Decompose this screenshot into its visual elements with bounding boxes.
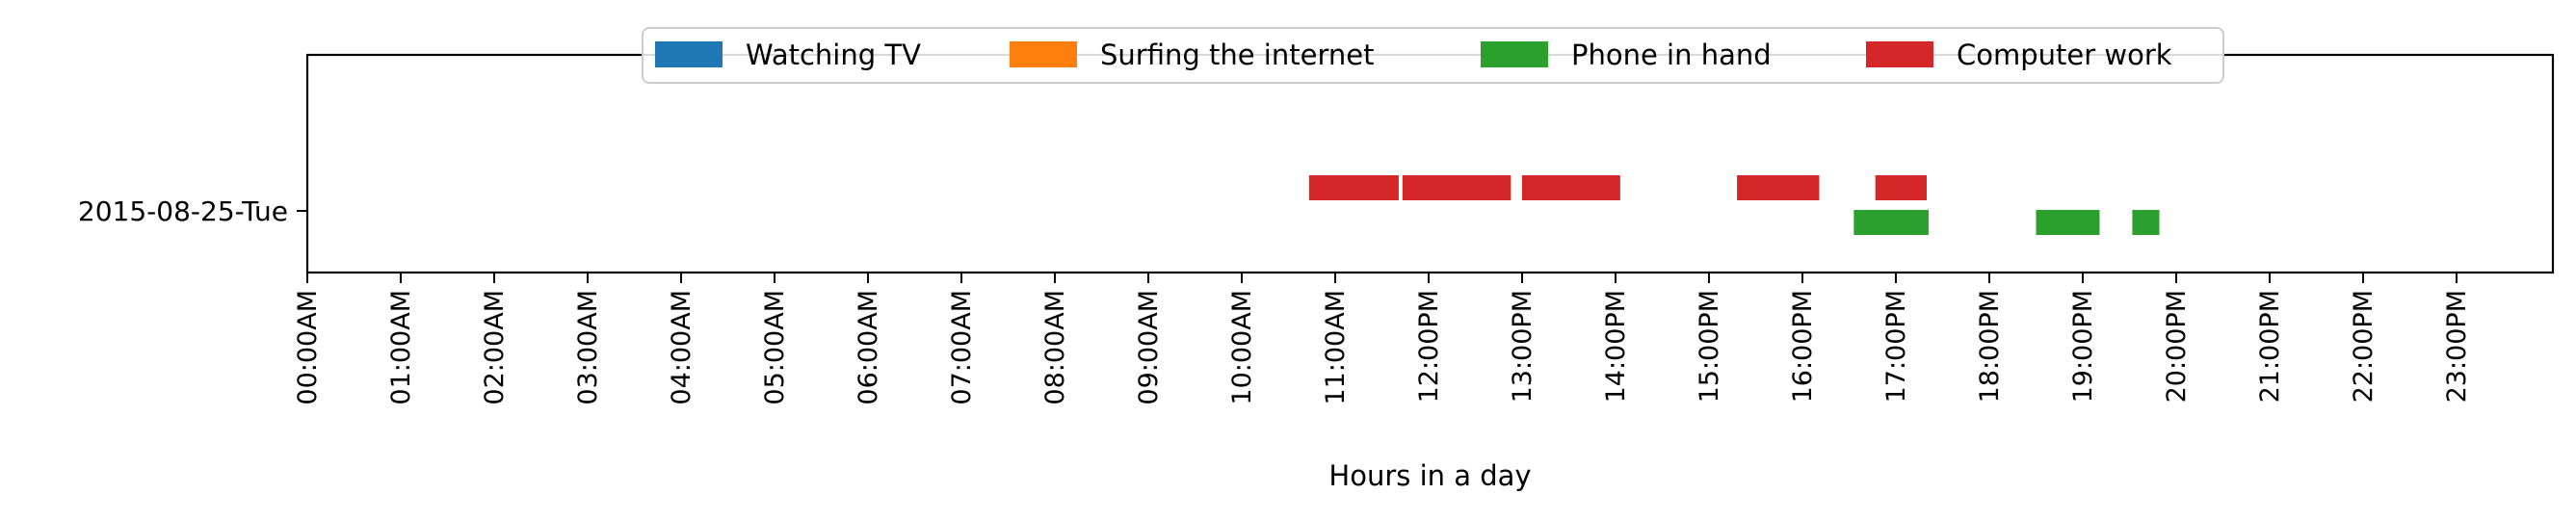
bar-computer-work [1402,175,1511,200]
x-tick-label: 09:00AM [1134,290,1164,405]
bar-computer-work [1308,175,1399,200]
legend-swatch [1481,41,1548,67]
bar-computer-work [1522,175,1620,200]
x-tick-label: 20:00PM [2162,290,2192,403]
bar-computer-work [1737,175,1820,200]
x-tick-label: 11:00AM [1321,290,1351,405]
x-tick-label: 22:00PM [2349,290,2379,403]
legend-swatch [655,41,723,67]
x-tick-label: 12:00PM [1414,290,1444,403]
bar-phone-in-hand [1853,210,1929,235]
x-axis-label: Hours in a day [1328,459,1531,492]
x-tick-label: 15:00PM [1695,290,1724,403]
bar-phone-in-hand [2132,210,2160,235]
legend-label: Watching TV [746,39,921,71]
legend-swatch [1010,41,1077,67]
x-tick-label: 02:00AM [480,290,510,405]
x-tick-label: 00:00AM [293,290,323,405]
legend-label: Phone in hand [1571,39,1772,71]
legend: Watching TV Surfing the internet Phone in … [642,27,2224,84]
y-axis: 2015-08-25-Tue [78,195,307,227]
legend-label: Computer work [1957,39,2172,71]
x-tick-label: 21:00PM [2255,290,2285,403]
x-tick-label: 08:00AM [1040,290,1070,405]
x-tick-label: 16:00PM [1788,290,1818,403]
x-tick-label: 17:00PM [1881,290,1911,403]
legend-label: Surfing the internet [1100,39,1374,71]
x-tick-label: 06:00AM [854,290,883,405]
x-tick-label: 13:00PM [1508,290,1538,403]
bar-phone-in-hand [2036,210,2100,235]
x-tick-label: 01:00AM [386,290,416,405]
x-tick-label: 23:00PM [2442,290,2472,403]
y-tick-label: 2015-08-25-Tue [78,195,288,227]
bar-layer [1308,175,2160,235]
x-tick-label: 18:00PM [1975,290,2005,403]
x-tick-label: 14:00PM [1601,290,1631,403]
x-tick-label: 19:00PM [2068,290,2098,403]
legend-swatch [1866,41,1933,67]
x-tick-label: 05:00AM [760,290,790,405]
x-axis: 00:00AM 01:00AM 02:00AM 03:00AM 04:00AM 05:00… [293,273,2472,405]
bar-computer-work [1875,175,1928,200]
x-tick-label: 03:00AM [573,290,603,405]
x-tick-label: 10:00AM [1227,290,1257,405]
x-tick-label: 07:00AM [947,290,977,405]
x-tick-label: 04:00AM [667,290,697,405]
